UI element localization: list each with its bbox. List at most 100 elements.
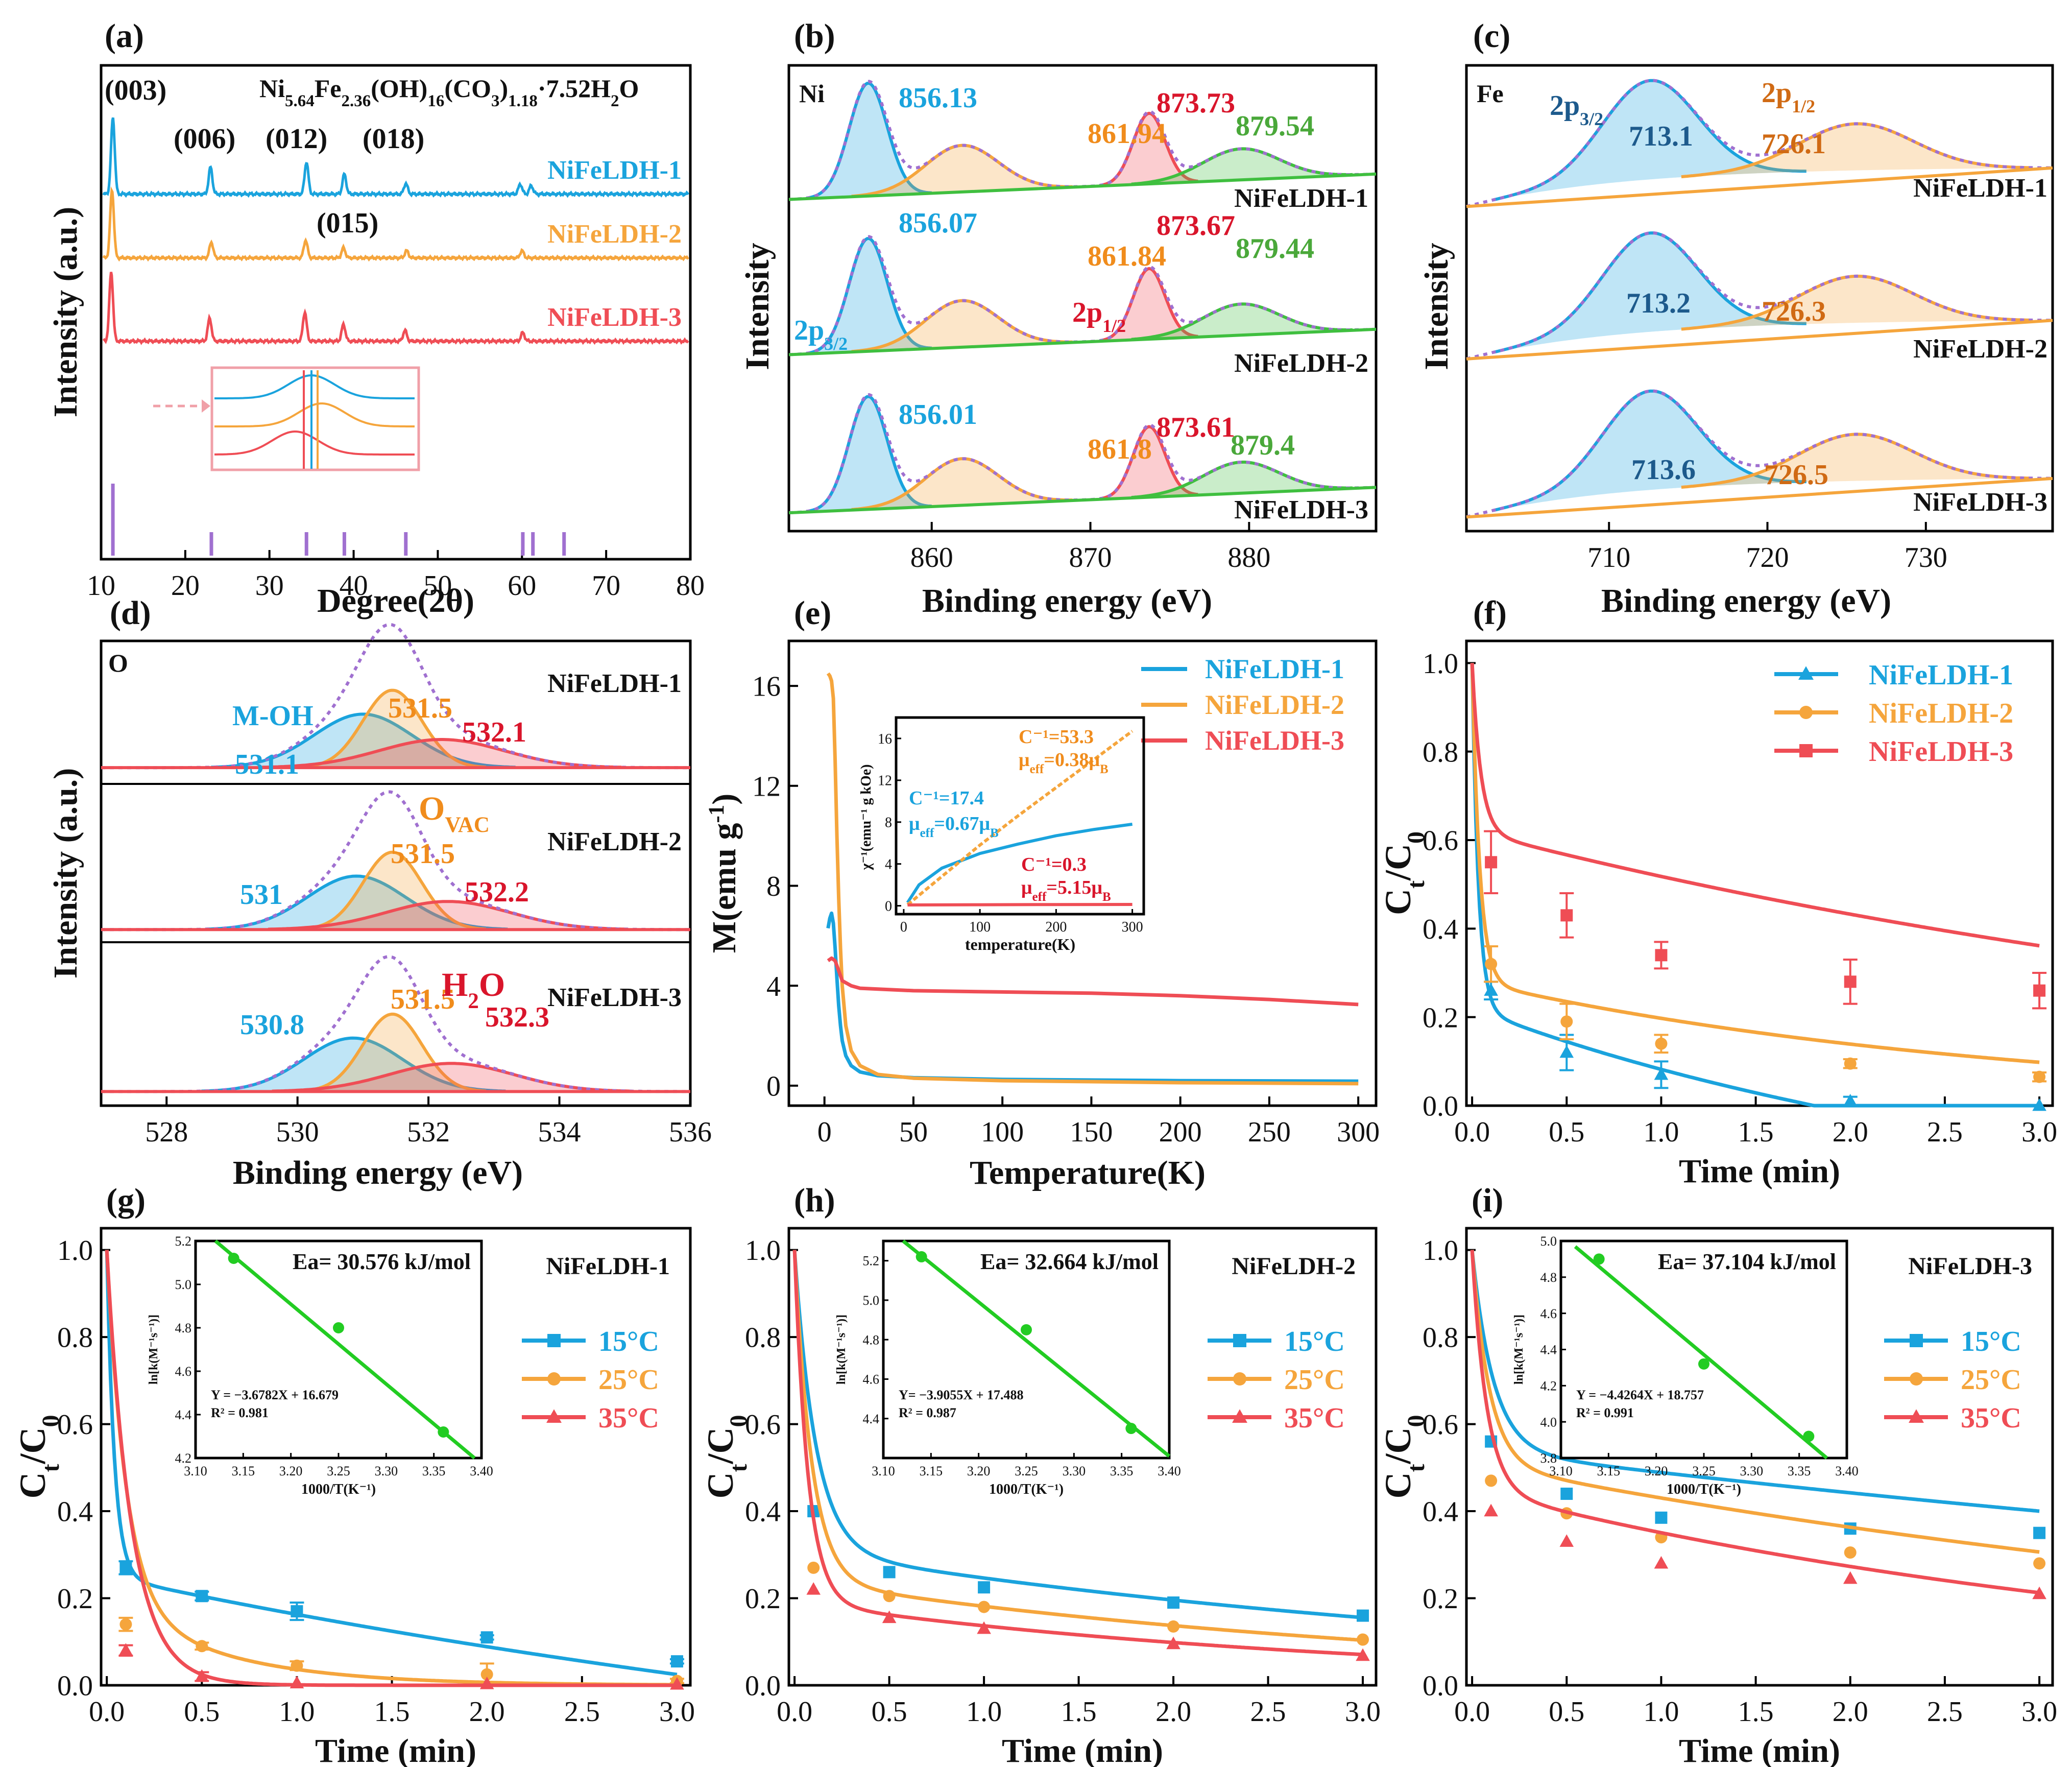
- data-point: [1166, 1636, 1180, 1650]
- text-part: μ: [1019, 749, 1030, 771]
- legend-marker: [1798, 666, 1814, 680]
- text-part: =5.15μ: [1046, 877, 1102, 898]
- series-label: NiFeLDH-1: [547, 156, 682, 185]
- data-point: [196, 1590, 208, 1603]
- subscript: B: [990, 826, 999, 840]
- y-tick-label: 5.2: [175, 1234, 192, 1249]
- x-tick-label: 0.0: [777, 1696, 812, 1728]
- peak-fill: [201, 1038, 506, 1092]
- peak-value-label: 713.6: [1631, 454, 1696, 486]
- background-line: [1466, 319, 2053, 361]
- peak-value-label: 861.8: [1088, 434, 1152, 465]
- legend-marker: [1233, 1334, 1246, 1347]
- x-tick-label: 3.40: [1835, 1464, 1859, 1478]
- peak-fill: [1100, 113, 1198, 186]
- y-tick-label: 4.2: [1540, 1378, 1557, 1393]
- series-label: NiFeLDH-3: [1913, 488, 2047, 517]
- plot-frame: [100, 639, 692, 1107]
- panel-label: (h): [794, 1182, 835, 1219]
- y-axis-title: Ct/C0: [700, 1415, 752, 1499]
- subscript: 1.18: [508, 92, 538, 110]
- x-tick-label: 0: [900, 919, 907, 935]
- legend-marker: [1910, 1372, 1923, 1386]
- y-tick-label: 0.8: [57, 1322, 93, 1354]
- y-tick-label: 0.2: [1423, 1583, 1458, 1615]
- y-tick-label: 4.6: [175, 1364, 192, 1379]
- y-tick-label: 0.6: [1423, 825, 1458, 857]
- magnetization-curve: [826, 911, 1359, 1083]
- x-tick-label: 3.15: [920, 1464, 943, 1478]
- peak-fill: [1681, 434, 2030, 488]
- x-tick-label: 870: [1069, 542, 1112, 574]
- x-axis-title: Time (min): [315, 1732, 476, 1767]
- x-axis-title: Time (min): [1002, 1732, 1163, 1767]
- legend-label: NiFeLDH-2: [1205, 689, 1344, 720]
- x-tick-label: 3.0: [659, 1696, 695, 1728]
- fitted-peak: [297, 1012, 487, 1093]
- background-line: [788, 327, 1377, 356]
- y-tick-label: 3.8: [1540, 1451, 1557, 1466]
- y-tick-label: 4.4: [863, 1412, 880, 1426]
- x-tick-label: 2.5: [1250, 1696, 1286, 1728]
- peak-value-label: 531.1: [235, 749, 299, 780]
- legend-marker: [1909, 1409, 1924, 1423]
- y-tick-label: 0.4: [1423, 1496, 1458, 1528]
- x-tick-label: 100: [969, 919, 991, 935]
- envelope-curve: [1466, 79, 2051, 208]
- text-part: O: [619, 74, 639, 103]
- peak-fill: [851, 300, 1073, 352]
- envelope-curve: [1466, 389, 2051, 519]
- fitted-peak: [1131, 147, 1353, 186]
- subscript: 2.36: [341, 92, 371, 110]
- data-point: [1485, 1474, 1498, 1487]
- x-tick-label: 3.40: [470, 1464, 493, 1478]
- zoom-pattern: [214, 431, 415, 456]
- arrhenius-point: [438, 1426, 449, 1438]
- peak-value-label: 879.44: [1236, 233, 1314, 265]
- data-point: [1485, 856, 1498, 869]
- x-tick-label: 40: [340, 570, 368, 602]
- inset-x-axis-title: 1000/T(K⁻¹): [1667, 1482, 1741, 1497]
- y-tick-label: 8: [766, 871, 781, 902]
- x-tick-label: 1.0: [279, 1696, 315, 1728]
- data-point: [807, 1561, 820, 1574]
- data-point: [118, 1643, 133, 1656]
- data-point: [480, 1631, 493, 1644]
- x-tick-label: 0: [817, 1116, 832, 1148]
- fit-curve: [792, 1250, 1363, 1619]
- species-label: OVAC: [419, 790, 490, 837]
- xrd-pattern: [102, 272, 689, 345]
- data-point: [119, 1618, 132, 1631]
- x-tick-label: 710: [1587, 542, 1630, 574]
- data-point: [479, 1677, 494, 1689]
- fit-curve: [1470, 663, 2040, 948]
- peak-fill: [1100, 426, 1198, 499]
- panel-f: 0.0 0.5 1.0 1.5 2.0 2.5 3.0 0.0 0.2 0.4 0.6 0.8 1.0 N…: [1423, 639, 2057, 1148]
- peak-fill: [1681, 124, 2030, 177]
- y-tick-label: 4.6: [1540, 1306, 1557, 1321]
- arrhenius-point: [1593, 1253, 1605, 1265]
- fitted-peak: [806, 81, 932, 200]
- background-line: [1466, 476, 2053, 519]
- background-line: [788, 486, 1377, 515]
- y-tick-label: 1.0: [57, 1235, 93, 1267]
- text-part: O: [479, 966, 505, 1004]
- data-point: [196, 1640, 208, 1653]
- fitted-peak: [1131, 302, 1353, 341]
- text-part: /C: [1378, 1427, 1418, 1465]
- y-tick-label: 12: [878, 773, 892, 789]
- subscript: B: [1100, 762, 1109, 776]
- y-tick-label: 8: [885, 815, 892, 831]
- xrd-pattern: [102, 117, 689, 198]
- arrhenius-fit-line: [1574, 1245, 1828, 1460]
- y-tick-label: 1.0: [745, 1235, 781, 1267]
- peak-fill: [272, 1063, 632, 1092]
- x-axis-title: Time (min): [1679, 1153, 1840, 1190]
- data-point: [670, 1677, 684, 1690]
- background-line: [788, 172, 1377, 201]
- data-point: [2033, 1557, 2046, 1570]
- peak-label: (012): [266, 123, 327, 155]
- text-part: 2p: [794, 315, 824, 346]
